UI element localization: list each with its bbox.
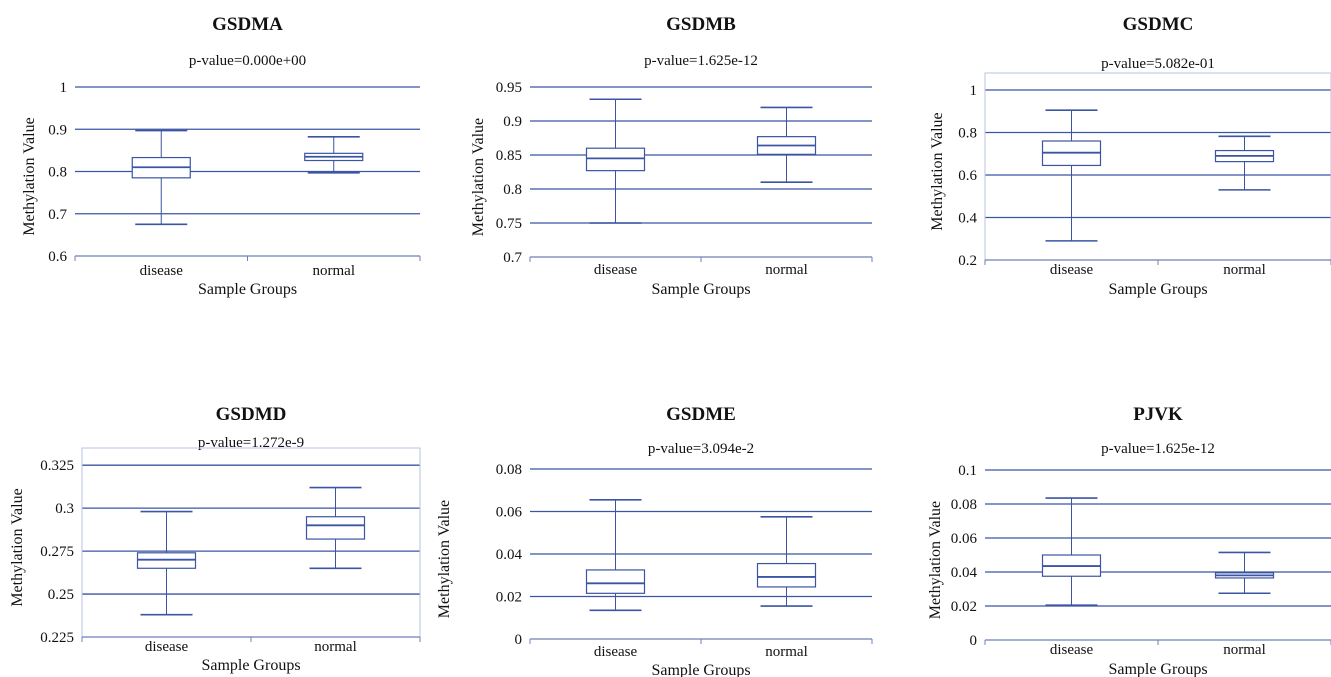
box-normal	[304, 136, 364, 174]
x-tick-label: normal	[765, 644, 808, 660]
y-tick-label: 0.7	[48, 207, 67, 223]
y-tick-label: 0.02	[496, 590, 522, 606]
y-tick-label: 0.8	[48, 165, 67, 181]
y-tick-label: 0.225	[40, 630, 74, 646]
x-axis-label: Sample Groups	[651, 281, 750, 298]
chart-title: GSDMD	[216, 404, 287, 425]
x-axis-label: Sample Groups	[1108, 281, 1207, 298]
panel-gsdma: GSDMA p-value=0.000e+00 0.6 0.7 0.8 0.9 1 disea…	[21, 14, 421, 298]
x-axis-label: Sample Groups	[198, 281, 297, 298]
y-tick-label: 0.06	[951, 531, 978, 547]
chart-title: GSDMC	[1123, 14, 1194, 35]
y-tick-label: 0.25	[48, 587, 74, 603]
panel-pjvk: PJVK p-value=1.625e-12 0 0.02 0.04 0.06 0.08 0.…	[927, 404, 1331, 677]
chart-title: PJVK	[1133, 404, 1183, 425]
y-tick-label: 0.1	[958, 463, 977, 479]
box-disease	[585, 98, 646, 224]
y-tick-label: 0.6	[958, 168, 977, 184]
y-tick-label: 0.4	[958, 211, 977, 227]
p-value-label: p-value=3.094e-2	[648, 441, 754, 457]
x-tick-label: normal	[313, 263, 356, 279]
x-tick-label: disease	[594, 262, 638, 278]
box-normal	[1214, 135, 1275, 191]
y-tick-label: 0.3	[55, 501, 74, 517]
y-tick-label: 0.06	[496, 505, 523, 521]
box-disease	[1041, 109, 1102, 242]
y-tick-label: 0.8	[958, 126, 977, 142]
y-tick-label: 1	[970, 83, 978, 99]
chart-title: GSDME	[666, 404, 736, 425]
y-axis-label: Methylation Value	[929, 112, 946, 230]
x-tick-label: disease	[1050, 642, 1094, 658]
y-tick-label: 0	[515, 632, 523, 648]
y-tick-label: 0.9	[48, 122, 67, 138]
p-value-label: p-value=1.272e-9	[198, 435, 304, 451]
panel-gsdmd: GSDMD p-value=1.272e-9 0.225 0.25 0.275 0.3 0.…	[9, 404, 421, 674]
iqr-box	[585, 147, 646, 172]
chart-title: GSDMA	[212, 14, 283, 35]
y-axis-label: Methylation Value	[436, 500, 453, 618]
p-value-label: p-value=1.625e-12	[644, 53, 758, 69]
x-axis-label: Sample Groups	[201, 657, 300, 674]
box-disease	[131, 129, 191, 226]
y-tick-label: 0.7	[503, 250, 522, 266]
box-disease	[585, 499, 646, 612]
y-axis-label: Methylation Value	[927, 501, 944, 619]
iqr-box	[585, 569, 646, 594]
x-tick-label: disease	[140, 263, 184, 279]
iqr-box	[305, 516, 366, 540]
plot-frame	[984, 72, 1331, 261]
y-tick-label: 0.04	[496, 547, 523, 563]
y-tick-label: 0.04	[951, 565, 978, 581]
x-tick-label: disease	[1050, 262, 1094, 278]
chart-title: GSDMB	[666, 14, 736, 35]
y-axis-label: Methylation Value	[470, 118, 487, 236]
y-tick-label: 0.8	[503, 182, 522, 198]
y-tick-label: 0.275	[40, 544, 74, 560]
panel-gsdmc: GSDMC p-value=5.082e-01 0.2 0.4 0.6 0.8 1 disea…	[929, 14, 1331, 298]
x-axis-label: Sample Groups	[1108, 661, 1207, 677]
y-tick-label: 0.9	[503, 114, 522, 130]
y-tick-label: 0.95	[496, 80, 522, 96]
box-normal	[756, 516, 817, 607]
x-tick-label: normal	[1223, 262, 1266, 278]
y-tick-label: 0.325	[40, 458, 74, 474]
x-tick-label: disease	[145, 639, 189, 655]
panel-gsdmb: GSDMB p-value=1.625e-12 0.7 0.75 0.8 0.85 0.9 0…	[470, 14, 873, 298]
y-axis-label: Methylation Value	[21, 117, 38, 235]
box-normal	[1214, 551, 1275, 595]
y-axis-label: Methylation Value	[9, 488, 26, 606]
p-value-label: p-value=5.082e-01	[1101, 56, 1215, 72]
y-tick-label: 1	[60, 80, 68, 96]
y-tick-label: 0.6	[48, 249, 67, 265]
y-tick-label: 0.85	[496, 148, 522, 164]
box-disease	[136, 510, 197, 616]
p-value-label: p-value=1.625e-12	[1101, 441, 1215, 457]
x-tick-label: disease	[594, 644, 638, 660]
plot-frame	[81, 447, 421, 638]
y-tick-label: 0.2	[958, 253, 977, 269]
p-value-label: p-value=0.000e+00	[189, 53, 306, 69]
y-tick-label: 0	[970, 633, 978, 649]
y-tick-label: 0.08	[496, 462, 522, 478]
x-tick-label: normal	[765, 262, 808, 278]
x-axis-label: Sample Groups	[651, 662, 750, 677]
y-tick-label: 0.75	[496, 216, 522, 232]
box-normal	[305, 486, 366, 570]
y-tick-label: 0.08	[951, 497, 977, 513]
y-tick-label: 0.02	[951, 599, 977, 615]
box-disease	[1041, 497, 1102, 606]
box-normal	[756, 106, 817, 183]
x-tick-label: normal	[1223, 642, 1266, 658]
x-tick-label: normal	[314, 639, 357, 655]
iqr-box	[756, 562, 817, 588]
panel-gsdme: GSDME p-value=3.094e-2 0 0.02 0.04 0.06 0.08 di…	[436, 404, 873, 677]
